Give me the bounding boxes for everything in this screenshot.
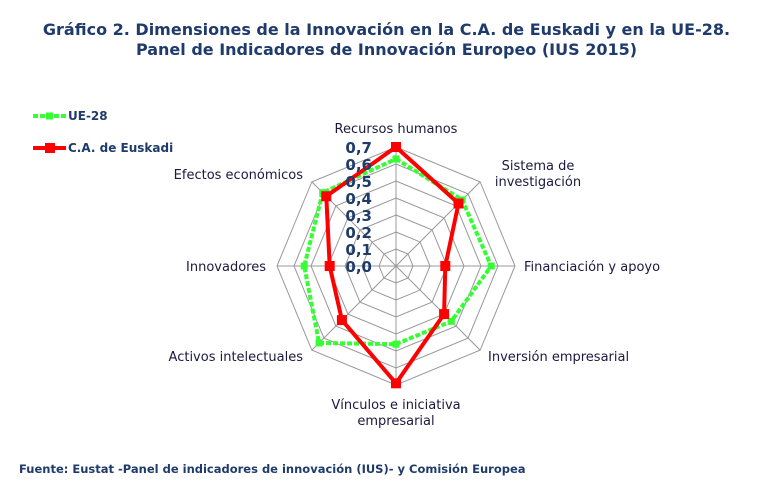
- data-point: [321, 191, 332, 202]
- data-point: [453, 198, 464, 209]
- category-label: Sistema de: [502, 159, 575, 174]
- data-point: [447, 317, 455, 325]
- data-point: [315, 339, 323, 347]
- category-label: Innovadores: [186, 260, 266, 275]
- tick-label: 0,1: [345, 241, 372, 259]
- tick-label: 0,2: [345, 224, 372, 242]
- tick-label: 0,3: [345, 207, 372, 225]
- tick-label: 0,7: [345, 139, 372, 157]
- legend-swatch-marker: [46, 112, 53, 120]
- data-point: [391, 142, 401, 152]
- category-label: Vínculos e iniciativa: [331, 398, 460, 413]
- data-point: [439, 309, 450, 320]
- data-point: [392, 340, 400, 348]
- tick-label: 0,5: [345, 173, 372, 191]
- legend-label: C.A. de Euskadi: [68, 141, 173, 155]
- chart-legend: UE-28 C.A. de Euskadi: [33, 109, 173, 155]
- data-point: [300, 262, 308, 270]
- category-label: Recursos humanos: [335, 122, 458, 137]
- legend-label: UE-28: [68, 109, 108, 123]
- data-point: [487, 262, 495, 270]
- chart-title-line1: Gráfico 2. Dimensiones de la Innovación …: [42, 20, 731, 39]
- data-point: [391, 378, 401, 389]
- category-label: empresarial: [357, 414, 434, 429]
- tick-label: 0,6: [345, 156, 372, 174]
- chart-title: Gráfico 2. Dimensiones de la Innovación …: [0, 20, 773, 60]
- series-line: [302, 156, 494, 347]
- category-label: Financiación y apoyo: [524, 260, 660, 275]
- grid-spoke: [311, 265, 397, 351]
- radar-grid: [276, 146, 516, 386]
- category-label: Efectos económicos: [174, 168, 304, 183]
- tick-label: 0,4: [345, 190, 372, 208]
- data-point: [440, 261, 451, 271]
- tick-label: 0,0: [345, 258, 372, 276]
- data-point: [392, 155, 400, 163]
- category-label: investigación: [495, 175, 581, 190]
- grid-spoke: [395, 265, 481, 351]
- category-label: Inversión empresarial: [488, 350, 629, 365]
- grid-spoke: [395, 181, 481, 267]
- source-note: Fuente: Eustat -Panel de indicadores de …: [19, 462, 526, 476]
- radar-labels: 0,00,10,20,30,40,50,60,7 Recursos humanos…: [169, 122, 661, 429]
- radar-series: [300, 142, 495, 389]
- category-label: Activos intelectuales: [169, 350, 304, 365]
- legend-swatch-marker: [45, 143, 55, 153]
- data-point: [324, 261, 335, 271]
- chart-title-line2: Panel de Indicadores de Innovación Europ…: [135, 40, 638, 59]
- data-point: [336, 315, 347, 326]
